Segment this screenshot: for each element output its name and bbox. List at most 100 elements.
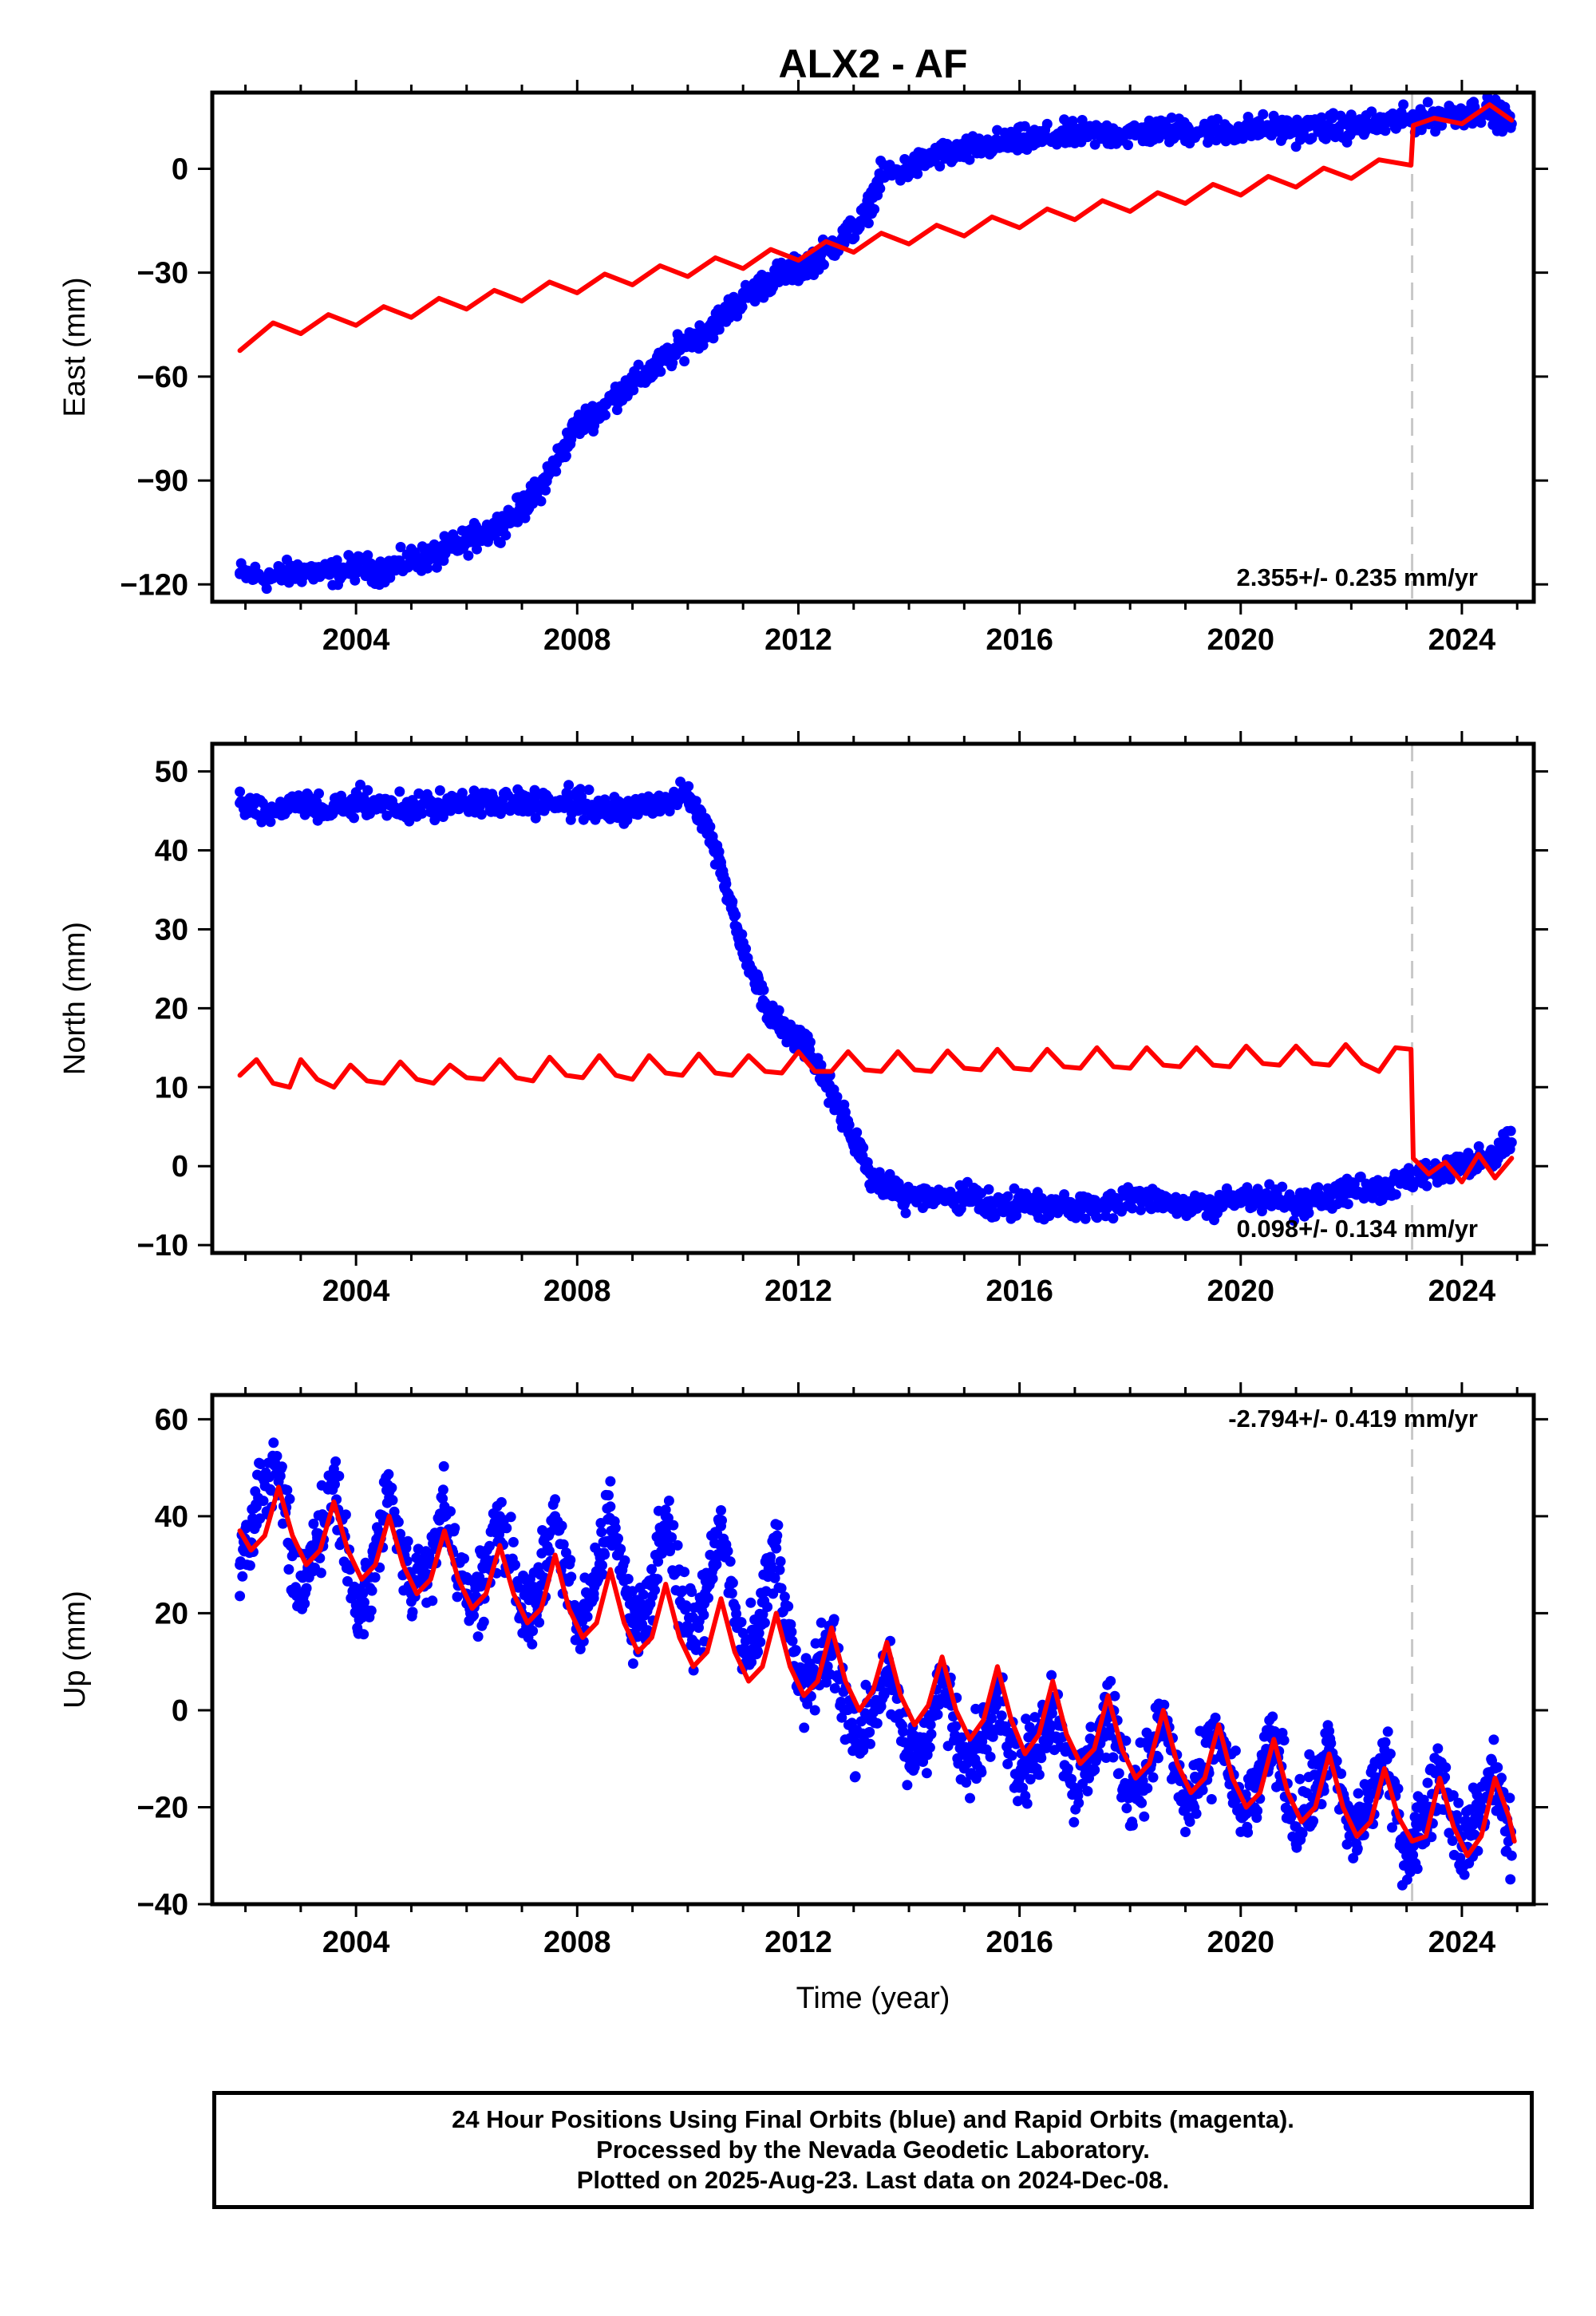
up-obs-point: [387, 1495, 398, 1506]
up-obs-point: [615, 1543, 626, 1555]
up-obs-point: [393, 1516, 404, 1528]
up-obs-point: [682, 1627, 693, 1638]
up-obs-point: [427, 1595, 438, 1607]
east-obs-point: [378, 565, 389, 576]
up-obs-point: [1152, 1753, 1163, 1764]
up-obs-point: [950, 1721, 962, 1732]
up-obs-point: [903, 1753, 915, 1765]
up-obs-point: [255, 1513, 266, 1524]
east-observations: [235, 93, 1517, 595]
up-obs-point: [1393, 1783, 1404, 1794]
east-obs-point: [428, 551, 439, 563]
up-obs-point: [958, 1763, 970, 1774]
up-obs-point: [550, 1511, 561, 1522]
north-x-tick-label: 2020: [1207, 1275, 1274, 1308]
up-obs-point: [1352, 1843, 1363, 1854]
east-obs-point: [958, 146, 970, 157]
up-x-tick-label: 2024: [1428, 1926, 1496, 1959]
east-obs-point: [1306, 132, 1317, 144]
up-obs-point: [449, 1523, 460, 1534]
up-obs-point: [850, 1771, 861, 1782]
up-obs-point: [766, 1563, 777, 1575]
north-obs-point: [1108, 1213, 1119, 1224]
east-obs-point: [535, 496, 547, 507]
up-obs-point: [821, 1677, 832, 1688]
east-obs-point: [986, 139, 998, 150]
up-obs-point: [755, 1637, 766, 1647]
up-x-tick-label: 2020: [1207, 1926, 1274, 1959]
east-obs-point: [964, 154, 975, 165]
east-obs-point: [859, 211, 871, 223]
up-obs-point: [707, 1573, 718, 1584]
up-obs-point: [826, 1650, 837, 1662]
up-obs-point: [1085, 1721, 1096, 1733]
up-obs-point: [622, 1574, 634, 1584]
up-obs-point: [799, 1722, 810, 1733]
east-obs-point: [495, 537, 506, 548]
up-obs-point: [599, 1549, 610, 1560]
up-obs-point: [1210, 1712, 1221, 1723]
up-obs-point: [271, 1451, 282, 1461]
up-obs-point: [627, 1658, 638, 1669]
east-obs-point: [362, 550, 373, 561]
east-obs-point: [463, 550, 474, 561]
up-obs-point: [1242, 1827, 1254, 1838]
up-obs-point: [686, 1587, 697, 1598]
up-obs-point: [484, 1540, 495, 1551]
up-obs-point: [1062, 1763, 1073, 1774]
up-obs-point: [1504, 1792, 1515, 1804]
up-obs-point: [716, 1520, 726, 1531]
up-obs-point: [1294, 1773, 1306, 1784]
up-obs-point: [1069, 1782, 1080, 1793]
up-obs-point: [711, 1559, 722, 1570]
north-obs-point: [563, 780, 575, 791]
up-obs-point: [596, 1527, 607, 1538]
east-obs-point: [1497, 126, 1508, 137]
north-obs-point: [355, 779, 365, 790]
up-obs-point: [1267, 1711, 1278, 1722]
east-obs-point: [655, 366, 666, 377]
up-obs-point: [1046, 1708, 1057, 1719]
up-obs-point: [775, 1556, 786, 1567]
up-obs-point: [688, 1665, 699, 1676]
up-obs-point: [786, 1626, 797, 1638]
up-obs-point: [605, 1476, 616, 1487]
north-obs-point: [1456, 1160, 1468, 1172]
north-obs-point: [429, 815, 440, 826]
up-obs-point: [472, 1631, 484, 1642]
up-obs-point: [588, 1588, 599, 1599]
up-obs-point: [642, 1625, 654, 1636]
up-obs-point: [237, 1571, 248, 1582]
north-obs-point: [1041, 1200, 1053, 1211]
up-obs-point: [1487, 1755, 1497, 1766]
north-obs-point: [349, 812, 359, 824]
up-obs-point: [366, 1585, 377, 1596]
up-obs-point: [358, 1588, 369, 1599]
x-axis-label: Time (year): [796, 1982, 950, 2015]
east-obs-point: [533, 485, 544, 496]
east-obs-point: [267, 572, 279, 583]
up-obs-point: [961, 1777, 972, 1788]
north-x-tick-label: 2016: [986, 1275, 1053, 1308]
east-panel: 2004 2008 2012 2016 2020 2024−120−90−60−300Ea…: [58, 80, 1548, 657]
north-obs-point: [699, 813, 710, 824]
up-obs-point: [383, 1468, 394, 1480]
north-obs-point: [986, 1200, 998, 1211]
up-obs-point: [1021, 1713, 1032, 1725]
north-y-tick-label: 30: [155, 913, 188, 947]
up-obs-point: [597, 1559, 607, 1571]
north-obs-point: [1235, 1192, 1246, 1203]
up-obs-point: [603, 1490, 614, 1501]
up-obs-point: [1043, 1736, 1054, 1747]
north-obs-point: [323, 805, 334, 816]
up-frame: [210, 1393, 1536, 1907]
east-x-tick-label: 2016: [986, 623, 1053, 657]
up-obs-point: [737, 1627, 749, 1638]
up-obs-point: [790, 1645, 801, 1656]
up-obs-point: [1401, 1850, 1412, 1861]
east-obs-point: [1207, 125, 1219, 136]
up-obs-point: [534, 1617, 545, 1628]
east-obs-point: [1456, 108, 1468, 119]
east-obs-point: [431, 562, 442, 573]
north-obs-point: [1484, 1152, 1495, 1164]
